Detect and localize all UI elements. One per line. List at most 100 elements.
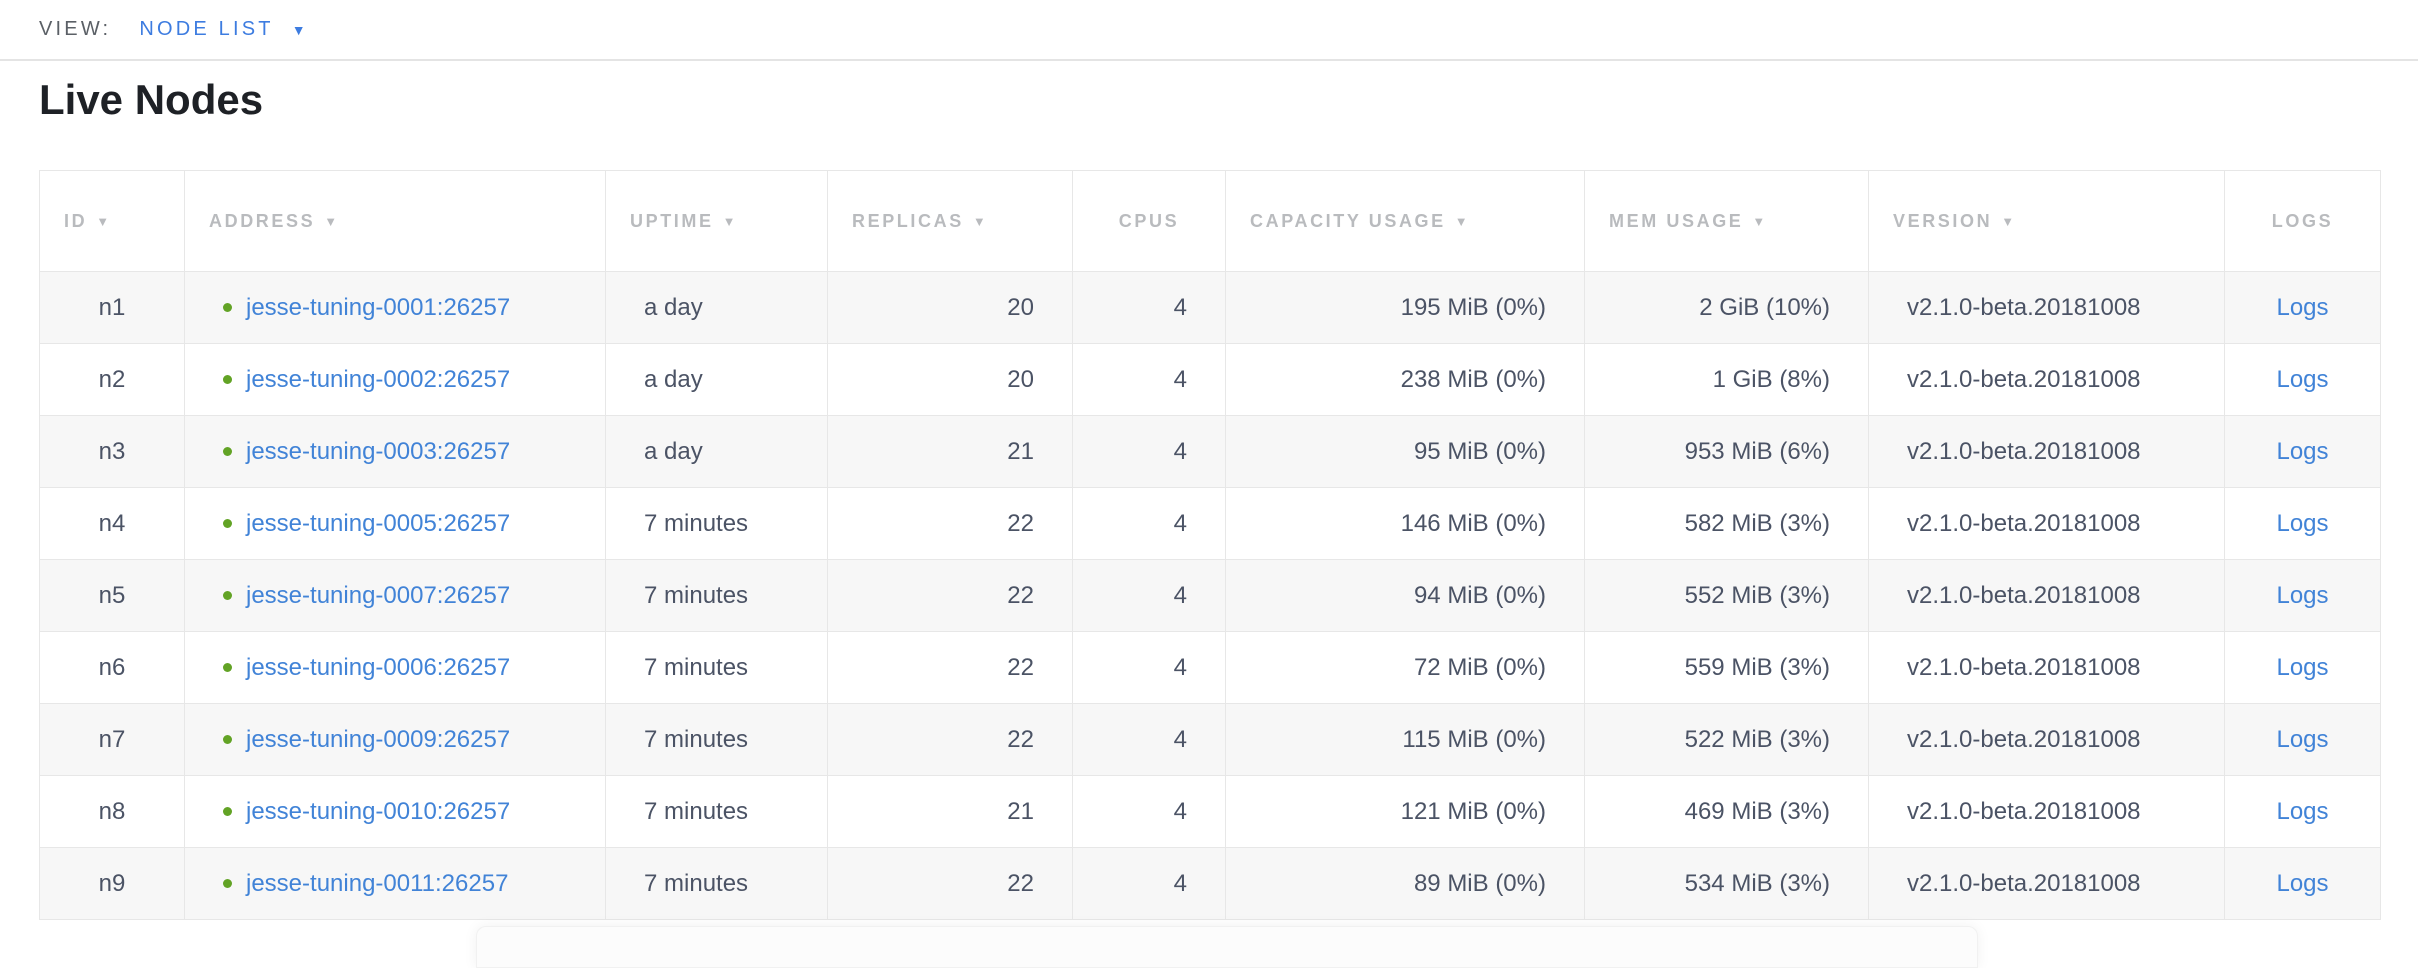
- node-cpus-cell: 4: [1072, 703, 1226, 776]
- table-row: n1 jesse-tuning-0001:26257 a day 20 4 19…: [39, 271, 2381, 344]
- node-uptime-cell: 7 minutes: [605, 775, 828, 848]
- column-header-label: MEM USAGE: [1609, 210, 1744, 231]
- node-mem-usage-cell: 534 MiB (3%): [1584, 847, 1869, 920]
- node-version-cell: v2.1.0-beta.20181008: [1868, 631, 2225, 704]
- node-replicas-cell: 22: [827, 487, 1073, 560]
- node-logs-link[interactable]: Logs: [2276, 725, 2329, 753]
- node-replicas-cell: 21: [827, 775, 1073, 848]
- node-capacity-usage-cell: 115 MiB (0%): [1225, 703, 1585, 776]
- sort-arrow-icon: ▼: [96, 213, 110, 229]
- node-address-link[interactable]: jesse-tuning-0009:26257: [246, 725, 511, 753]
- table-row: n2 jesse-tuning-0002:26257 a day 20 4 23…: [39, 343, 2381, 416]
- node-capacity-usage-cell: 94 MiB (0%): [1225, 559, 1585, 632]
- node-id-cell: n9: [39, 847, 185, 920]
- node-id-cell: n3: [39, 415, 185, 488]
- node-live-status-icon: [223, 374, 232, 384]
- column-header[interactable]: REPLICAS ▼: [827, 170, 1073, 272]
- node-capacity-usage-cell: 195 MiB (0%): [1225, 271, 1585, 344]
- node-logs-link[interactable]: Logs: [2276, 653, 2329, 681]
- sort-arrow-icon: ▼: [2001, 213, 2015, 229]
- node-cpus-cell: 4: [1072, 343, 1226, 416]
- node-address-cell: jesse-tuning-0007:26257: [184, 559, 606, 632]
- node-mem-usage-cell: 559 MiB (3%): [1584, 631, 1869, 704]
- view-selector-dropdown[interactable]: NODE LIST ▼: [139, 18, 305, 41]
- node-address-link[interactable]: jesse-tuning-0006:26257: [246, 653, 511, 681]
- node-replicas-cell: 22: [827, 847, 1073, 920]
- node-uptime-cell: 7 minutes: [605, 631, 828, 704]
- column-header-label: ID: [64, 210, 88, 231]
- node-logs-link[interactable]: Logs: [2276, 581, 2329, 609]
- node-logs-cell: Logs: [2224, 775, 2381, 848]
- chevron-down-icon: ▼: [291, 21, 306, 38]
- node-uptime-cell: a day: [605, 271, 828, 344]
- column-header[interactable]: UPTIME ▼: [605, 170, 828, 272]
- table-row: n5 jesse-tuning-0007:26257 7 minutes 22 …: [39, 559, 2381, 632]
- node-version-cell: v2.1.0-beta.20181008: [1868, 703, 2225, 776]
- live-nodes-table: ID▼ ADDRESS▼ UPTIME▼ REPLICAS▼ CPUS▼ CAP…: [39, 170, 2381, 920]
- node-uptime-cell: 7 minutes: [605, 703, 828, 776]
- node-logs-link[interactable]: Logs: [2276, 365, 2329, 393]
- node-address-link[interactable]: jesse-tuning-0001:26257: [246, 293, 511, 321]
- node-address-link[interactable]: jesse-tuning-0011:26257: [246, 869, 509, 897]
- node-cpus-cell: 4: [1072, 775, 1226, 848]
- node-logs-link[interactable]: Logs: [2276, 293, 2329, 321]
- node-mem-usage-cell: 469 MiB (3%): [1584, 775, 1869, 848]
- node-capacity-usage-cell: 238 MiB (0%): [1225, 343, 1585, 416]
- node-live-status-icon: [223, 302, 232, 312]
- node-live-status-icon: [223, 662, 232, 672]
- table-row: n6 jesse-tuning-0006:26257 7 minutes 22 …: [39, 631, 2381, 704]
- column-header[interactable]: ADDRESS ▼: [184, 170, 606, 272]
- node-address-link[interactable]: jesse-tuning-0003:26257: [246, 437, 511, 465]
- node-mem-usage-cell: 582 MiB (3%): [1584, 487, 1869, 560]
- column-header-label: UPTIME: [630, 210, 714, 231]
- sort-arrow-icon: ▼: [1454, 213, 1468, 229]
- node-logs-cell: Logs: [2224, 703, 2381, 776]
- node-version-cell: v2.1.0-beta.20181008: [1868, 847, 2225, 920]
- node-address-cell: jesse-tuning-0002:26257: [184, 343, 606, 416]
- node-replicas-cell: 21: [827, 415, 1073, 488]
- node-uptime-cell: a day: [605, 343, 828, 416]
- node-id-cell: n8: [39, 775, 185, 848]
- node-id-cell: n2: [39, 343, 185, 416]
- view-selected-value[interactable]: NODE LIST: [139, 18, 274, 40]
- node-address-link[interactable]: jesse-tuning-0005:26257: [246, 509, 511, 537]
- node-uptime-cell: 7 minutes: [605, 559, 828, 632]
- node-id-cell: n5: [39, 559, 185, 632]
- node-logs-cell: Logs: [2224, 271, 2381, 344]
- column-header[interactable]: MEM USAGE ▼: [1584, 170, 1869, 272]
- node-logs-cell: Logs: [2224, 631, 2381, 704]
- node-logs-link[interactable]: Logs: [2276, 869, 2329, 897]
- node-logs-cell: Logs: [2224, 415, 2381, 488]
- node-address-link[interactable]: jesse-tuning-0010:26257: [246, 797, 511, 825]
- node-id-cell: n4: [39, 487, 185, 560]
- column-header[interactable]: ID ▼: [39, 170, 185, 272]
- node-logs-link[interactable]: Logs: [2276, 797, 2329, 825]
- column-header-label: VERSION: [1893, 210, 1993, 231]
- node-replicas-cell: 22: [827, 703, 1073, 776]
- sort-arrow-icon: ▼: [972, 213, 986, 229]
- table-body: n1 jesse-tuning-0001:26257 a day 20 4 19…: [39, 271, 2381, 920]
- table-header-row: ID▼ ADDRESS▼ UPTIME▼ REPLICAS▼ CPUS▼ CAP…: [39, 170, 2381, 272]
- column-header-label: CPUS: [1118, 210, 1180, 231]
- table-row: n8 jesse-tuning-0010:26257 7 minutes 21 …: [39, 775, 2381, 848]
- node-uptime-cell: a day: [605, 415, 828, 488]
- node-version-cell: v2.1.0-beta.20181008: [1868, 415, 2225, 488]
- node-address-cell: jesse-tuning-0006:26257: [184, 631, 606, 704]
- column-header[interactable]: VERSION ▼: [1868, 170, 2225, 272]
- node-logs-link[interactable]: Logs: [2276, 437, 2329, 465]
- node-address-link[interactable]: jesse-tuning-0002:26257: [246, 365, 511, 393]
- node-capacity-usage-cell: 121 MiB (0%): [1225, 775, 1585, 848]
- node-id-cell: n6: [39, 631, 185, 704]
- node-uptime-cell: 7 minutes: [605, 487, 828, 560]
- node-id-cell: n1: [39, 271, 185, 344]
- node-mem-usage-cell: 953 MiB (6%): [1584, 415, 1869, 488]
- node-cpus-cell: 4: [1072, 631, 1226, 704]
- column-header[interactable]: CAPACITY USAGE ▼: [1225, 170, 1585, 272]
- node-logs-cell: Logs: [2224, 847, 2381, 920]
- node-address-link[interactable]: jesse-tuning-0007:26257: [246, 581, 511, 609]
- node-logs-link[interactable]: Logs: [2276, 509, 2329, 537]
- node-replicas-cell: 20: [827, 343, 1073, 416]
- node-live-status-icon: [223, 806, 232, 816]
- table-row: n4 jesse-tuning-0005:26257 7 minutes 22 …: [39, 487, 2381, 560]
- column-header-label: ADDRESS: [209, 210, 316, 231]
